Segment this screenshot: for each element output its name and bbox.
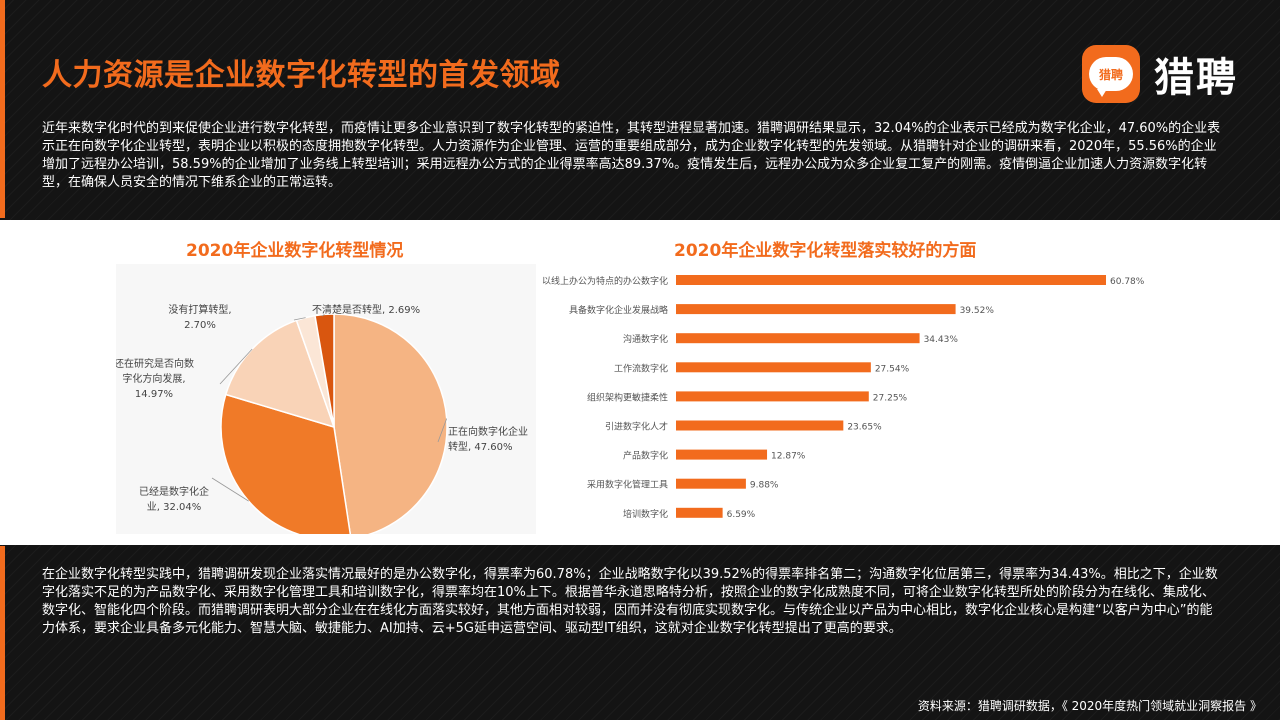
logo-speech-bubble-icon: 猎聘 xyxy=(1089,57,1133,97)
bar-category-label: 工作流数字化 xyxy=(614,362,668,374)
bar xyxy=(676,391,869,402)
pie-slice-label-line: 没有打算转型, xyxy=(168,303,231,316)
bar-value-label: 9.88% xyxy=(750,481,779,491)
bar-value-label: 27.54% xyxy=(875,364,910,374)
pie-chart: 正在向数字化企业转型, 47.60% 已经是数字化企业, 32.04% 还在研究是否… xyxy=(114,264,536,541)
pie-slice-label-line: 已经是数字化企 xyxy=(139,485,209,498)
accent-bar-bottom xyxy=(0,546,5,720)
pie-slice-label-line: 还在研究是否向数 xyxy=(116,357,194,370)
bar-value-label: 39.52% xyxy=(960,306,995,316)
bar-category-label: 培训数字化 xyxy=(623,508,668,520)
bar-value-label: 6.59% xyxy=(727,510,756,520)
bar xyxy=(676,304,956,315)
bar-value-label: 23.65% xyxy=(847,423,882,433)
intro-paragraph: 近年来数字化时代的到来促使企业进行数字化转型，而疫情让更多企业意识到了数字化转型… xyxy=(42,121,1221,190)
logo-badge: 猎聘 xyxy=(1082,45,1140,103)
pie-leader-line xyxy=(219,348,253,385)
bar xyxy=(676,449,768,460)
pie-slice-label: 已经是数字化企业, 32.04% xyxy=(139,485,209,513)
pie-leader-line xyxy=(321,314,325,317)
bar xyxy=(676,420,844,431)
pie-slice-label: 还在研究是否向数字化方向发展, 14.97% xyxy=(116,357,194,400)
bar-category-label: 引进数字化人才 xyxy=(605,421,668,433)
bar-chart-title: 2020年企业数字化转型落实较好的方面 xyxy=(674,241,977,261)
bar-value-label: 27.25% xyxy=(873,393,908,403)
pie-slice-label-line: 转型, 47.60% xyxy=(448,440,513,453)
bar xyxy=(676,275,1106,285)
pie-slice-label-line: 2.70% xyxy=(184,320,216,331)
pie-slice-label-line: 业, 32.04% xyxy=(147,501,202,513)
pie-slice xyxy=(333,313,448,540)
bar-chart: 以线上办公为特点的办公数字化 60.78% 具备数字化企业发展战略 39.52% 沟通数… xyxy=(530,264,1230,534)
pie-slice-label-line: 正在向数字化企业 xyxy=(448,425,528,438)
pie-leader-line xyxy=(211,477,249,502)
bar-category-label: 采用数字化管理工具 xyxy=(587,479,668,491)
pie-slice-label-line: 不清楚是否转型, 2.69% xyxy=(312,303,420,316)
pie-slice-label: 没有打算转型, 2.70% xyxy=(168,303,231,331)
pie-chart-title: 2020年企业数字化转型情况 xyxy=(186,241,404,261)
bar-category-label: 产品数字化 xyxy=(623,450,668,462)
bar-value-label: 60.78% xyxy=(1110,277,1145,287)
bar-category-label: 组织架构更敏捷柔性 xyxy=(587,391,668,403)
summary-paragraph: 在企业数字化转型实践中，猎聘调研发现企业落实情况最好的是办公数字化，得票率为60… xyxy=(42,567,1218,636)
pie-slice-label: 不清楚是否转型, 2.69% xyxy=(312,303,420,316)
pie-leader-line xyxy=(437,418,448,443)
pie-chart-svg: 正在向数字化企业转型, 47.60% 已经是数字化企业, 32.04% 还在研究是否… xyxy=(114,303,528,541)
bar xyxy=(676,362,871,373)
bar-category-label: 以线上办公为特点的办公数字化 xyxy=(542,275,668,287)
bar-category-label: 沟通数字化 xyxy=(623,333,668,345)
logo-text: 猎聘 xyxy=(1154,55,1238,101)
accent-bar-top xyxy=(0,0,5,218)
logo: 猎聘 猎聘 xyxy=(1082,45,1238,103)
source-note: 资料来源：猎聘调研数据，《 2020年度热门领域就业洞察报告 》 xyxy=(917,699,1262,713)
pie-slice-label: 正在向数字化企业转型, 47.60% xyxy=(448,425,528,453)
bar-category-label: 具备数字化企业发展战略 xyxy=(569,304,668,316)
page-title: 人力资源是企业数字化转型的首发领域 xyxy=(42,58,561,93)
chart-panel: 2020年企业数字化转型情况 2020年企业数字化转型落实较好的方面 正在向数字… xyxy=(0,220,1280,545)
pie-slice xyxy=(224,319,336,429)
bar xyxy=(676,478,746,489)
pie-slice-label-line: 14.97% xyxy=(135,389,173,400)
pie-slice-label-line: 字化方向发展, xyxy=(122,372,185,385)
bar-value-label: 34.43% xyxy=(924,335,959,345)
bar xyxy=(676,333,920,344)
pie-leader-line xyxy=(293,317,306,321)
bar-chart-svg: 以线上办公为特点的办公数字化 60.78% 具备数字化企业发展战略 39.52% 沟通数… xyxy=(542,275,1145,520)
bar-value-label: 12.87% xyxy=(771,452,806,462)
bar xyxy=(676,507,723,518)
